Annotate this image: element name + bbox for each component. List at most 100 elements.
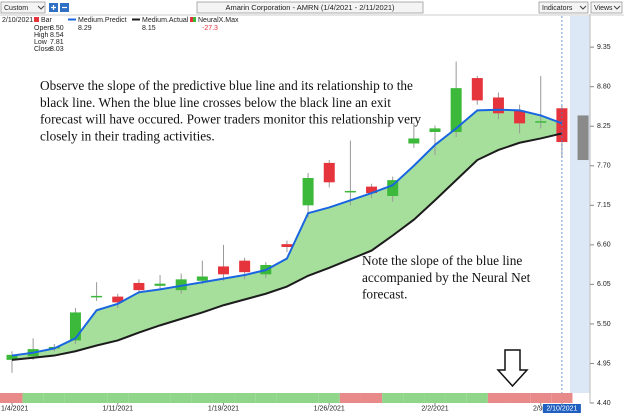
candle-body <box>387 180 399 196</box>
candle-body <box>175 279 187 291</box>
signal-segment <box>466 393 488 403</box>
y-tick-label: 5.50 <box>597 321 611 328</box>
signal-segment <box>86 393 108 403</box>
signal-segment <box>128 393 150 403</box>
candle-body <box>154 283 166 286</box>
signal-segment <box>360 393 383 403</box>
annotation-line: Observe the slope of the predictive blue… <box>40 78 413 93</box>
signal-segment <box>382 393 404 403</box>
candle-body <box>91 295 103 298</box>
candle-body <box>323 162 335 183</box>
signal-segment <box>0 393 23 403</box>
series-line <box>11 132 563 361</box>
down-arrow <box>496 349 529 388</box>
bar-swatch <box>34 17 39 22</box>
signal-segment <box>551 393 573 403</box>
signal-segment <box>170 393 192 403</box>
x-tick-label: 2/9/2 <box>533 405 549 412</box>
signal-segment <box>43 393 65 403</box>
close-value: 8.03 <box>50 46 64 53</box>
dropdown-icon <box>579 5 587 10</box>
candle-body <box>408 138 420 144</box>
x-tick-label: 1/11/2021 <box>102 405 133 412</box>
dropdown-icon <box>613 5 621 10</box>
candle-body <box>429 128 441 132</box>
candle-body <box>69 312 81 341</box>
y-tick-label: 6.60 <box>597 242 611 249</box>
candle-body <box>196 276 208 281</box>
neural-swatch <box>190 17 193 22</box>
dropdown-icon <box>37 5 45 10</box>
low-value: 7.81 <box>50 39 64 46</box>
signal-segment <box>403 393 425 403</box>
predict-value: 8.29 <box>78 25 92 32</box>
annotation-line: forecast. <box>362 287 407 302</box>
annotation-line: Note the slope of the blue line <box>362 253 522 268</box>
legend-bar: Bar <box>41 17 53 24</box>
signal-segment <box>149 393 171 403</box>
signal-segment <box>297 393 319 403</box>
y-tick-label: 4.40 <box>597 400 611 407</box>
toolbar: Custom Amarin Corporation - AMRN (1/4/20… <box>0 1 623 14</box>
signal-segment <box>276 393 298 403</box>
candle-body <box>218 266 229 275</box>
signal-segment <box>509 393 531 403</box>
open-value: 8.50 <box>50 25 64 32</box>
signal-segment <box>255 393 277 403</box>
legend-date: 2/10/2021 <box>2 17 33 24</box>
y-tick-label: 8.80 <box>597 84 611 91</box>
candle-body <box>112 296 124 303</box>
y-tick-label: 7.15 <box>597 202 611 209</box>
indicators-label: Indicators <box>542 5 573 12</box>
chart-title: Amarin Corporation - AMRN (1/4/2021 - 2/… <box>225 3 395 12</box>
indicators-button[interactable] <box>538 1 589 14</box>
x-tick-label: 2/10/2021 <box>546 405 577 412</box>
x-tick-label: 1/26/2021 <box>314 405 345 412</box>
candle-body <box>239 260 251 273</box>
annotation-line: forecast will have occured. Power trader… <box>40 112 421 127</box>
forecast-zone <box>570 16 590 393</box>
x-tick-label: 1/19/2021 <box>208 405 239 412</box>
candle-body <box>281 244 293 248</box>
actual-value: 8.15 <box>142 25 156 32</box>
open-label: Open <box>34 25 51 32</box>
signal-segment <box>107 393 129 403</box>
candle-body <box>366 186 378 194</box>
current-date-box <box>542 404 581 413</box>
legend: 2/10/2021 Bar Open 8.50 High 8.54 Low 7.… <box>2 17 239 53</box>
y-tick-label: 4.95 <box>597 360 611 367</box>
title-box <box>196 1 424 14</box>
legend-predict: Medium.Predict <box>78 17 127 24</box>
candle-body <box>133 282 145 291</box>
candle-body <box>302 177 314 206</box>
views-button[interactable] <box>590 1 623 14</box>
candle-body <box>471 78 483 101</box>
candle-body <box>450 88 462 132</box>
candle-body <box>6 354 18 360</box>
series-line <box>11 108 563 357</box>
signal-segment <box>212 393 235 403</box>
x-tick-label: 1/4/2021 <box>1 405 28 412</box>
signal-segment <box>487 393 510 403</box>
close-label: Close <box>34 46 52 53</box>
legend-neural: NeuralX.Max <box>198 17 239 24</box>
signal-segment <box>318 393 340 403</box>
candle-body <box>535 121 547 123</box>
signal-segment <box>234 393 256 403</box>
signal-segment <box>530 393 552 403</box>
neural-value: -27.3 <box>202 25 218 32</box>
signal-segment <box>339 393 361 403</box>
high-value: 8.54 <box>50 32 64 39</box>
annotation-line: closely in their trading activities. <box>40 128 215 143</box>
neural-swatch <box>193 17 196 22</box>
high-label: High <box>34 32 49 39</box>
signal-segment <box>424 393 446 403</box>
view-select[interactable] <box>0 1 46 14</box>
x-tick-label: 2/2/2021 <box>421 405 448 412</box>
candle-body <box>514 110 526 124</box>
candle-body <box>344 190 356 193</box>
annotation-line: black line. When the blue line crosses b… <box>40 95 391 110</box>
forecast-candle <box>577 115 589 161</box>
candle-body <box>492 97 504 114</box>
